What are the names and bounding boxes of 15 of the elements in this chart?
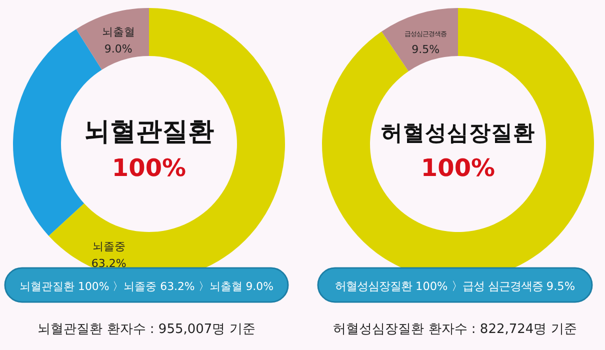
text: 100% xyxy=(420,154,496,182)
data-label: 63.2% xyxy=(91,256,126,270)
donut-slice xyxy=(382,8,458,72)
text: 100% xyxy=(112,154,186,182)
text: 뇌혈관질환 환자수 : 955,007명 기준 xyxy=(38,322,256,337)
data-label: 9.0% xyxy=(104,42,132,56)
text: 뇌혈관질환 100% 〉뇌졸중 63.2% 〉뇌출혈 9.0% xyxy=(20,280,274,293)
text: 허혈성심장질환 xyxy=(381,121,535,146)
data-label: 9.5% xyxy=(412,42,440,56)
slice-label: 뇌졸중 xyxy=(92,240,126,253)
text: 허혈성심장질환 100% 〉급성 심근경색증 9.5% xyxy=(334,280,576,293)
slice-label: 뇌출혈 xyxy=(102,25,135,38)
text: 허혈성심장질환 환자수 : 822,724명 기준 xyxy=(333,322,577,337)
text: 뇌혈관질환 xyxy=(84,117,214,147)
donut-slice xyxy=(76,8,149,70)
